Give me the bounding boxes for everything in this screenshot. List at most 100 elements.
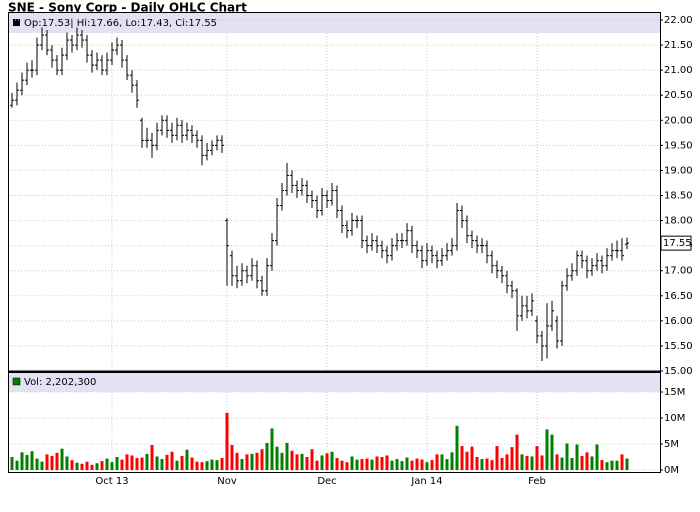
price-legend: Op:17.53| Hi:17.66, Lo:17.43, Cl:17.55 — [24, 18, 217, 29]
volume-bar — [155, 456, 159, 470]
volume-bar — [445, 459, 449, 470]
y-tick-label: 15.00 — [664, 366, 693, 377]
volume-bar — [350, 456, 354, 470]
volume-bar — [70, 460, 74, 470]
volume-bar — [295, 454, 299, 470]
volume-bar — [130, 455, 134, 470]
volume-bar — [620, 454, 624, 470]
volume-bar — [230, 445, 234, 470]
y-tick-label: 17.00 — [664, 266, 693, 277]
volume-bar — [600, 460, 604, 470]
volume-bar — [450, 452, 454, 470]
x-tick-label: Jan 14 — [410, 476, 442, 487]
volume-bar — [375, 456, 379, 470]
volume-bar — [245, 454, 249, 470]
volume-bar — [110, 462, 114, 470]
volume-bar — [315, 460, 319, 470]
volume-bar — [95, 463, 99, 470]
volume-bar — [55, 452, 59, 470]
y-tick-label: 18.00 — [664, 216, 693, 227]
volume-bar — [35, 458, 39, 470]
volume-bar — [150, 445, 154, 470]
volume-bar — [65, 456, 69, 470]
volume-bar — [460, 446, 464, 470]
volume-bar — [330, 451, 334, 470]
volume-bar — [455, 425, 459, 470]
volume-bar — [165, 454, 169, 470]
last-price-box — [660, 235, 692, 251]
volume-bar — [50, 455, 54, 470]
volume-bar — [555, 454, 559, 470]
y2-tick-label: 0M — [664, 465, 679, 476]
volume-bar — [265, 442, 269, 470]
volume-bar — [530, 456, 534, 470]
y-tick-label: 15.50 — [664, 341, 693, 352]
volume-bar — [405, 457, 409, 470]
volume-bar — [400, 461, 404, 470]
legend-swatch — [12, 377, 21, 386]
volume-bar — [85, 461, 89, 470]
x-tick-label: Nov — [217, 476, 237, 487]
volume-bar — [545, 429, 549, 470]
volume-bar — [355, 459, 359, 470]
volume-legend: Vol: 2,202,300 — [24, 377, 96, 388]
volume-bar — [480, 459, 484, 470]
volume-bar — [500, 458, 504, 470]
volume-bar — [120, 459, 124, 470]
volume-bar — [30, 451, 34, 470]
volume-bar — [210, 459, 214, 470]
volume-bar — [185, 449, 189, 470]
volume-bar — [420, 459, 424, 470]
volume-bar — [575, 444, 579, 470]
volume-bar — [540, 455, 544, 470]
volume-bar — [380, 457, 384, 470]
y-tick-label: 21.00 — [664, 65, 693, 76]
volume-bar — [260, 449, 264, 470]
volume-bar — [275, 446, 279, 470]
y2-tick-label: 10M — [664, 413, 685, 424]
volume-bar — [240, 459, 244, 470]
volume-bar — [585, 452, 589, 470]
volume-bar — [430, 460, 434, 470]
volume-bar — [80, 463, 84, 470]
volume-bar — [20, 452, 24, 470]
volume-bar — [220, 458, 224, 470]
volume-bar — [615, 460, 619, 470]
volume-bar — [495, 446, 499, 470]
volume-bar — [145, 453, 149, 470]
volume-bar — [505, 454, 509, 470]
volume-bar — [565, 443, 569, 470]
volume-bar — [105, 458, 109, 470]
volume-bar — [440, 454, 444, 470]
y2-tick-label: 15M — [664, 387, 685, 398]
volume-bar — [90, 464, 94, 470]
volume-bar — [310, 449, 314, 470]
volume-bar — [535, 446, 539, 470]
volume-bar — [190, 457, 194, 470]
volume-bar — [195, 461, 199, 470]
volume-bar — [415, 458, 419, 470]
volume-bar — [595, 444, 599, 470]
x-tick-label: Oct 13 — [95, 476, 128, 487]
volume-bar — [215, 460, 219, 470]
volume-bar — [425, 462, 429, 470]
y-tick-label: 18.50 — [664, 191, 693, 202]
volume-bar — [115, 457, 119, 470]
volume-bar — [325, 453, 329, 470]
volume-bar — [465, 451, 469, 470]
volume-bar — [160, 459, 164, 470]
volume-bar — [515, 434, 519, 470]
volume-bar — [15, 460, 19, 470]
volume-bar — [60, 448, 64, 470]
volume-bar — [390, 460, 394, 470]
volume-bar — [490, 460, 494, 470]
volume-bar — [550, 434, 554, 470]
volume-bar — [510, 447, 514, 470]
volume-bar — [200, 462, 204, 470]
volume-bar — [40, 461, 44, 470]
y-tick-label: 19.50 — [664, 140, 693, 151]
volume-bar — [605, 462, 609, 470]
volume-bar — [345, 462, 349, 470]
legend-swatch — [13, 19, 20, 26]
volume-bar — [75, 462, 79, 470]
